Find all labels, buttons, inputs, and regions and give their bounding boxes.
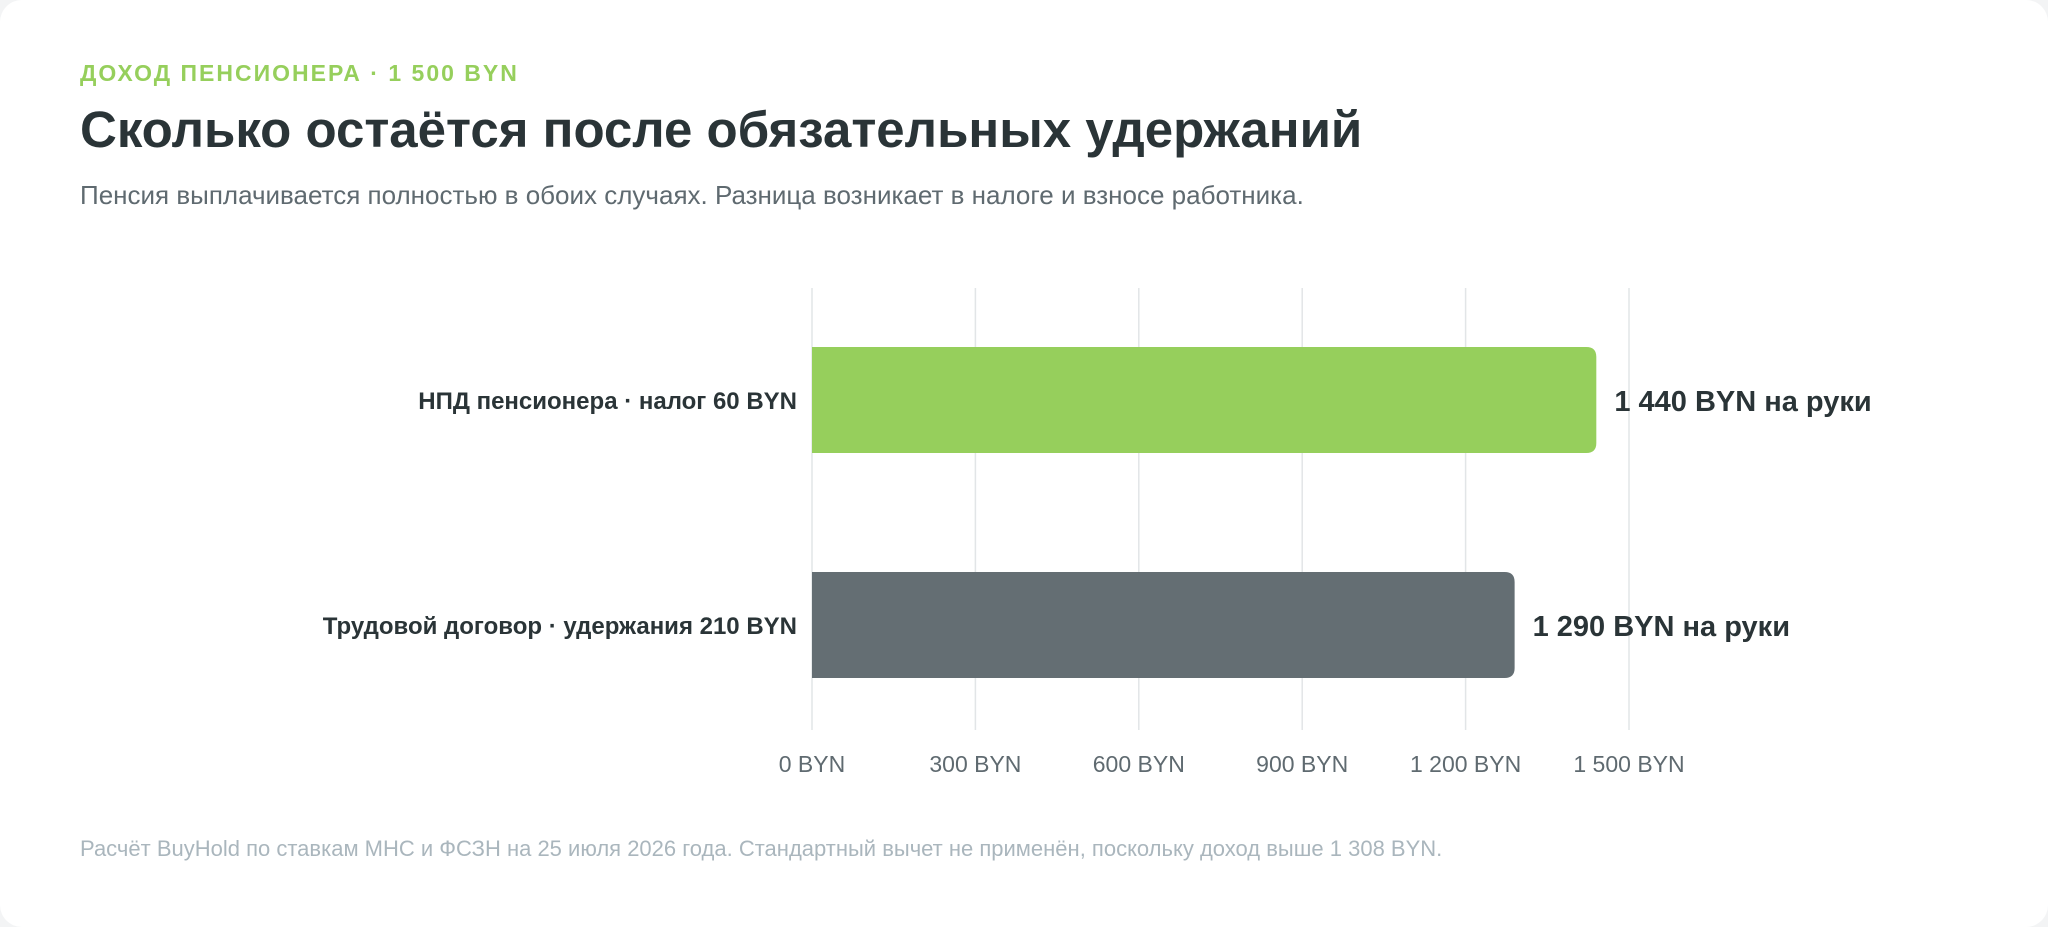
- x-tick-label: 900 BYN: [1256, 751, 1348, 777]
- page-subtitle: Пенсия выплачивается полностью в обоих с…: [80, 180, 1304, 210]
- value-label: 1 290 BYN на руки: [1533, 611, 1790, 643]
- label-layer: НПД пенсионера · налог 60 BYN 1 440 BYN н…: [323, 386, 1872, 643]
- x-tick-label: 0 BYN: [779, 751, 845, 777]
- bar-chart: НПД пенсионера · налог 60 BYN 1 440 BYN н…: [323, 288, 1872, 777]
- eyebrow-label: ДОХОД ПЕНСИОНЕРА · 1 500 BYN: [80, 60, 519, 86]
- category-label: Трудовой договор · удержания 210 BYN: [323, 613, 797, 640]
- bar: [812, 572, 1515, 678]
- page-title: Сколько остаётся после обязательных удер…: [80, 101, 1363, 158]
- bar: [812, 347, 1597, 453]
- x-tick-label: 1 200 BYN: [1410, 751, 1521, 777]
- category-label: НПД пенсионера · налог 60 BYN: [418, 388, 797, 415]
- tick-layer: 0 BYN 300 BYN 600 BYN 900 BYN 1 200 BYN 1 500…: [779, 751, 1685, 777]
- bar-layer: [812, 347, 1597, 678]
- footnote: Расчёт BuyHold по ставкам МНС и ФСЗН на …: [80, 836, 1443, 861]
- x-tick-label: 600 BYN: [1093, 751, 1185, 777]
- x-tick-label: 300 BYN: [929, 751, 1021, 777]
- x-tick-label: 1 500 BYN: [1573, 751, 1684, 777]
- value-label: 1 440 BYN на руки: [1614, 386, 1871, 418]
